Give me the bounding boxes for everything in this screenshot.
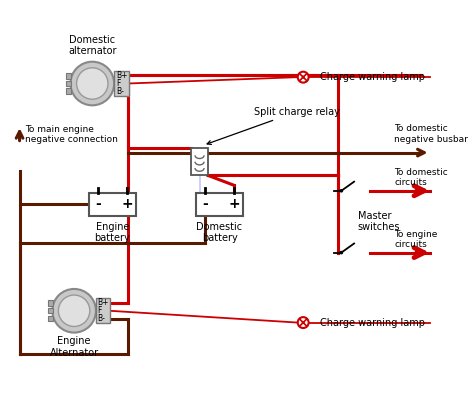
Bar [48,308,53,314]
Bar [89,193,136,216]
Bar [196,193,243,216]
Text: Engine
battery: Engine battery [94,222,130,243]
Circle shape [71,62,114,105]
Text: F: F [116,79,120,88]
Text: Split charge relay: Split charge relay [207,107,340,145]
Text: +: + [228,197,240,212]
Text: Domestic
alternator: Domestic alternator [68,35,117,56]
Circle shape [298,317,309,328]
Text: Domestic
battery: Domestic battery [197,222,243,243]
Text: -: - [95,197,100,212]
Circle shape [339,189,343,193]
Bar [48,316,53,321]
Text: B+: B+ [116,71,128,80]
Circle shape [339,251,343,254]
Text: F: F [98,306,102,315]
Text: To engine
circuits: To engine circuits [394,229,438,249]
Text: B-: B- [116,87,124,96]
Bar [66,73,72,79]
Bar [96,298,110,324]
Text: -: - [202,197,208,212]
Bar [191,148,208,175]
Circle shape [301,321,305,324]
Text: +: + [121,197,133,212]
Text: Charge warning lamp: Charge warning lamp [319,72,425,82]
Text: Master
switches: Master switches [358,211,400,233]
Circle shape [52,289,96,333]
Text: Engine
Alternator: Engine Alternator [50,336,99,358]
Text: To domestic
circuits: To domestic circuits [394,168,448,187]
Circle shape [77,68,108,99]
Bar [48,301,53,306]
Circle shape [301,75,305,79]
Text: B+: B+ [98,298,109,307]
Text: To main engine
negative connection: To main engine negative connection [25,125,118,144]
Bar [114,71,128,96]
Circle shape [58,295,90,326]
Bar [66,89,72,94]
Text: B-: B- [98,314,106,324]
Bar [66,81,72,86]
Text: Charge warning lamp: Charge warning lamp [319,318,425,328]
Text: To domestic
negative busbar: To domestic negative busbar [394,124,468,143]
Circle shape [298,72,309,83]
